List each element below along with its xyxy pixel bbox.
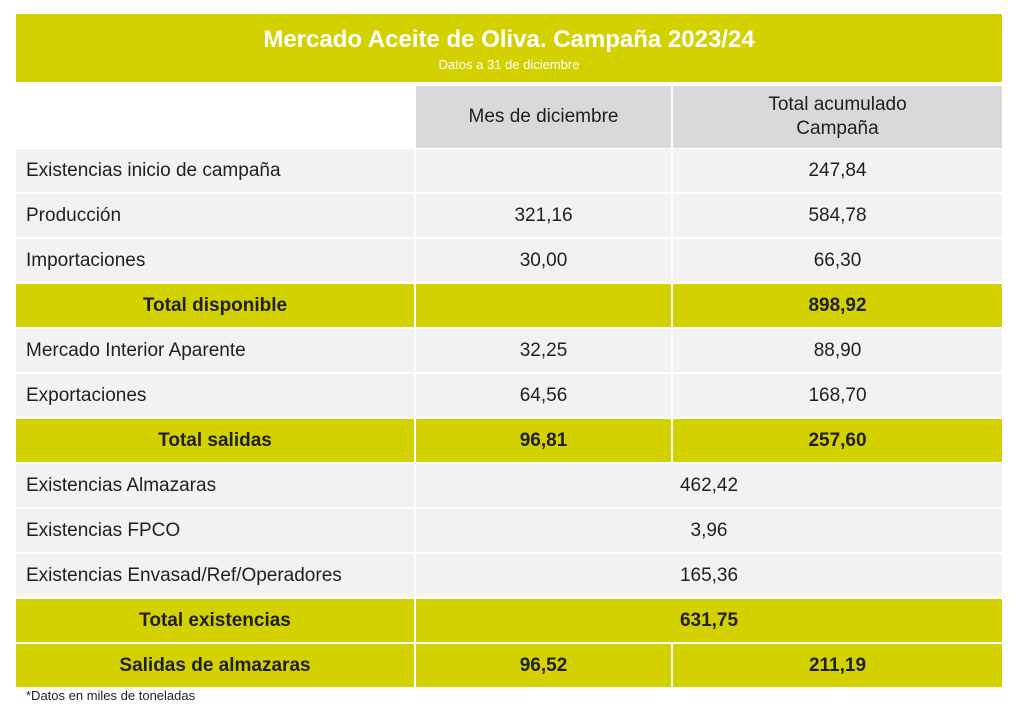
table-row: Existencias FPCO 3,96 bbox=[16, 509, 1002, 554]
page-subtitle: Datos a 31 de diciembre bbox=[438, 57, 580, 72]
table-row: Existencias Envasad/Ref/Operadores 165,3… bbox=[16, 554, 1002, 599]
table-row: Producción 321,16 584,78 bbox=[16, 194, 1002, 239]
column-header-total-line2: Campaña bbox=[796, 118, 879, 139]
row-label: Mercado Interior Aparente bbox=[16, 329, 414, 374]
total-row: Total existencias 631,75 bbox=[16, 599, 1002, 644]
total-mes-value: 96,81 bbox=[416, 419, 671, 464]
footnote: *Datos en miles de toneladas bbox=[26, 688, 196, 703]
header-empty-cell bbox=[16, 86, 414, 148]
total-label: Total existencias bbox=[16, 599, 414, 644]
column-header-total: Total acumulado Campaña bbox=[673, 86, 1002, 148]
total-total-value: 898,92 bbox=[673, 284, 1002, 329]
row-label: Existencias Almazaras bbox=[16, 464, 414, 509]
table-row: Exportaciones 64,56 168,70 bbox=[16, 374, 1002, 419]
total-mes-value: 96,52 bbox=[416, 644, 671, 689]
title-banner: Mercado Aceite de Oliva. Campaña 2023/24… bbox=[16, 14, 1002, 82]
total-total-value: 211,19 bbox=[673, 644, 1002, 689]
row-total-value: 168,70 bbox=[673, 374, 1002, 419]
table-row: Existencias inicio de campaña 247,84 bbox=[16, 149, 1002, 194]
total-label: Salidas de almazaras bbox=[16, 644, 414, 689]
row-merged-value: 165,36 bbox=[416, 554, 1002, 599]
row-label: Exportaciones bbox=[16, 374, 414, 419]
table-row: Mercado Interior Aparente 32,25 88,90 bbox=[16, 329, 1002, 374]
total-total-value: 257,60 bbox=[673, 419, 1002, 464]
total-label: Total salidas bbox=[16, 419, 414, 464]
total-row: Total salidas 96,81 257,60 bbox=[16, 419, 1002, 464]
total-row: Total disponible 898,92 bbox=[16, 284, 1002, 329]
market-table: Mercado Aceite de Oliva. Campaña 2023/24… bbox=[16, 14, 1002, 689]
row-total-value: 88,90 bbox=[673, 329, 1002, 374]
header-row: Mes de diciembre Total acumulado Campaña bbox=[16, 86, 1002, 148]
total-mes-value bbox=[416, 284, 671, 329]
row-label: Existencias FPCO bbox=[16, 509, 414, 554]
total-row: Salidas de almazaras 96,52 211,19 bbox=[16, 644, 1002, 689]
row-label: Producción bbox=[16, 194, 414, 239]
row-merged-value: 462,42 bbox=[416, 464, 1002, 509]
row-merged-value: 3,96 bbox=[416, 509, 1002, 554]
column-header-total-line1: Total acumulado bbox=[768, 94, 907, 115]
row-total-value: 247,84 bbox=[673, 149, 1002, 194]
table-row: Existencias Almazaras 462,42 bbox=[16, 464, 1002, 509]
row-total-value: 584,78 bbox=[673, 194, 1002, 239]
total-label: Total disponible bbox=[16, 284, 414, 329]
row-mes-value: 32,25 bbox=[416, 329, 671, 374]
row-label: Existencias inicio de campaña bbox=[16, 149, 414, 194]
row-total-value: 66,30 bbox=[673, 239, 1002, 284]
total-merged-value: 631,75 bbox=[416, 599, 1002, 644]
column-header-mes: Mes de diciembre bbox=[416, 86, 671, 148]
row-mes-value bbox=[416, 149, 671, 194]
table-row: Importaciones 30,00 66,30 bbox=[16, 239, 1002, 284]
row-label: Importaciones bbox=[16, 239, 414, 284]
row-mes-value: 64,56 bbox=[416, 374, 671, 419]
data-grid: Mes de diciembre Total acumulado Campaña… bbox=[16, 86, 1002, 689]
row-mes-value: 321,16 bbox=[416, 194, 671, 239]
row-label: Existencias Envasad/Ref/Operadores bbox=[16, 554, 414, 599]
page-title: Mercado Aceite de Oliva. Campaña 2023/24 bbox=[263, 26, 755, 53]
row-mes-value: 30,00 bbox=[416, 239, 671, 284]
